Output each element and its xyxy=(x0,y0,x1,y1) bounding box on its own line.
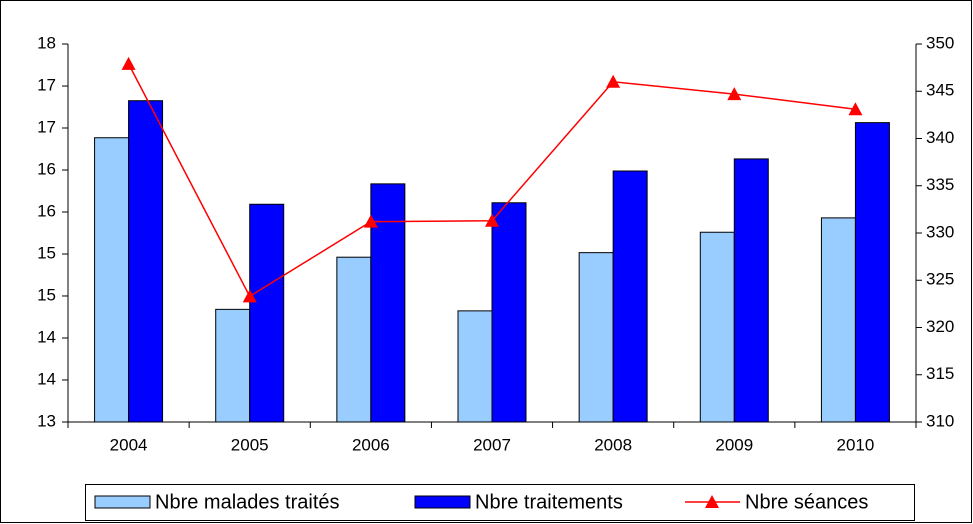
bar xyxy=(820,217,856,423)
y2-tick-label: 320 xyxy=(926,317,954,336)
legend-box xyxy=(85,484,915,521)
y-tick-label: 17 xyxy=(37,117,56,136)
line-marker xyxy=(727,87,742,101)
y-tick-label: 18 xyxy=(37,33,56,52)
bar xyxy=(94,137,130,423)
legend-swatch xyxy=(414,495,471,509)
bar xyxy=(249,203,285,423)
x-tick-label: 2007 xyxy=(473,435,511,454)
bar xyxy=(854,122,890,423)
line-marker xyxy=(363,214,378,228)
x-tick-label: 2009 xyxy=(715,435,753,454)
x-tick-label: 2004 xyxy=(110,435,148,454)
y2-tick-label: 335 xyxy=(926,175,954,194)
bar xyxy=(612,170,648,423)
y2-tick-label: 315 xyxy=(926,364,954,383)
line-marker xyxy=(485,213,499,227)
legend-label: Nbre séances xyxy=(745,491,868,513)
y2-tick-label: 330 xyxy=(926,222,954,241)
x-tick-label: 2005 xyxy=(231,435,269,454)
y2-tick-label: 340 xyxy=(926,128,954,147)
y2-tick-label: 345 xyxy=(926,81,954,100)
y-tick-label: 13 xyxy=(37,411,56,430)
x-tick-label: 2010 xyxy=(837,435,875,454)
bar xyxy=(215,308,251,423)
y2-tick-label: 310 xyxy=(926,411,954,430)
bar xyxy=(457,310,493,423)
y2-tick-label: 350 xyxy=(926,33,954,52)
legend-marker xyxy=(705,495,719,508)
y-tick-label: 16 xyxy=(37,160,56,179)
legend-swatch xyxy=(94,495,151,509)
line-marker xyxy=(606,74,621,88)
bar xyxy=(370,183,406,423)
y-tick-label: 15 xyxy=(37,285,56,304)
bar xyxy=(699,231,735,423)
y2-tick-label: 325 xyxy=(926,270,954,289)
line-marker xyxy=(848,102,863,116)
legend-label: Nbre traitements xyxy=(475,491,623,513)
y-tick-label: 14 xyxy=(37,369,56,388)
y-tick-label: 16 xyxy=(37,201,56,220)
bar xyxy=(336,256,372,423)
bar xyxy=(491,202,527,423)
x-tick-label: 2008 xyxy=(594,435,632,454)
bar xyxy=(733,158,769,423)
y-tick-label: 17 xyxy=(37,76,56,95)
line-marker xyxy=(121,56,136,70)
bar xyxy=(578,252,614,423)
y-tick-label: 14 xyxy=(37,327,56,346)
y-tick-label: 15 xyxy=(37,244,56,263)
line-marker xyxy=(242,289,257,303)
legend-label: Nbre malades traités xyxy=(155,491,340,513)
bar xyxy=(128,100,164,423)
x-tick-label: 2006 xyxy=(352,435,390,454)
